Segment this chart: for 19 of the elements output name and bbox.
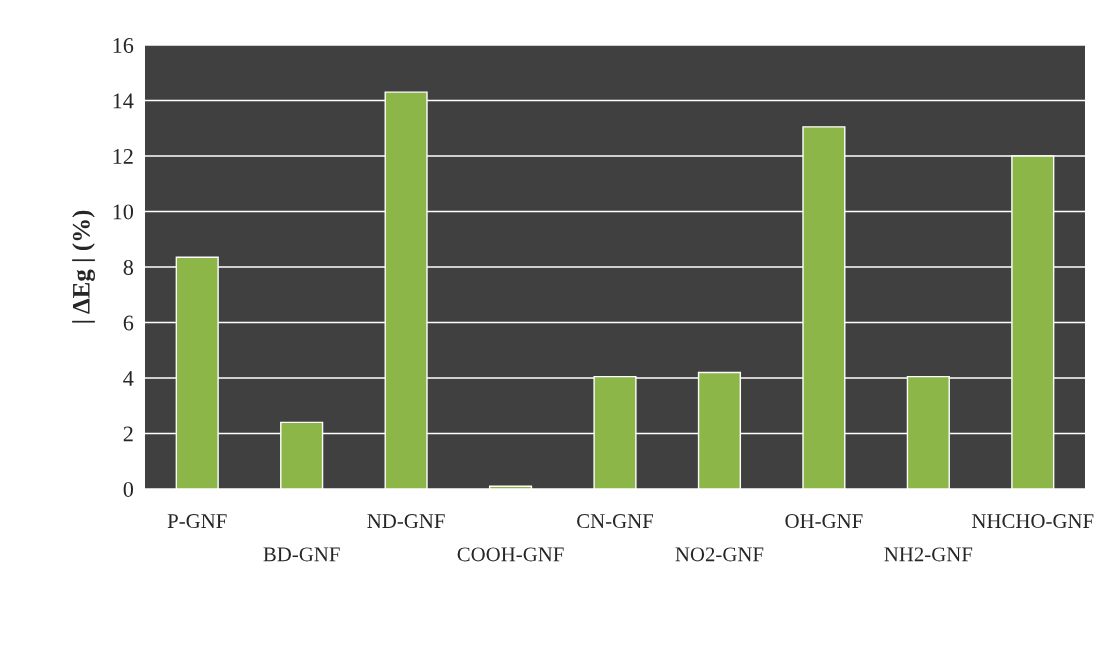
- x-tick-label: ND-GNF: [367, 514, 445, 529]
- x-tick-label: COOH-GNF: [457, 547, 564, 562]
- x-tick-label: BD-GNF: [263, 547, 340, 562]
- y-tick-label: 10: [113, 204, 134, 220]
- y-tick-label: 0: [123, 481, 134, 497]
- x-tick-label: NHCHO-GNF: [972, 514, 1094, 529]
- x-tick-label: P-GNF: [167, 514, 227, 529]
- y-tick-label: 4: [123, 371, 134, 386]
- x-tick-label: CN-GNF: [577, 514, 654, 529]
- y-tick-label: 14: [113, 93, 134, 109]
- y-tick-label: 12: [113, 148, 133, 164]
- y-axis-title: | ΔEg | (%): [72, 210, 95, 323]
- y-tick-label: 8: [123, 259, 134, 275]
- x-tick-label: NH2-GNF: [884, 547, 973, 562]
- x-tick-label: OH-GNF: [785, 514, 863, 529]
- y-tick-label: 2: [123, 426, 133, 442]
- y-tick-label: 6: [123, 315, 134, 331]
- x-tick-label: NO2-GNF: [675, 547, 764, 562]
- y-tick-label: 16: [113, 37, 134, 53]
